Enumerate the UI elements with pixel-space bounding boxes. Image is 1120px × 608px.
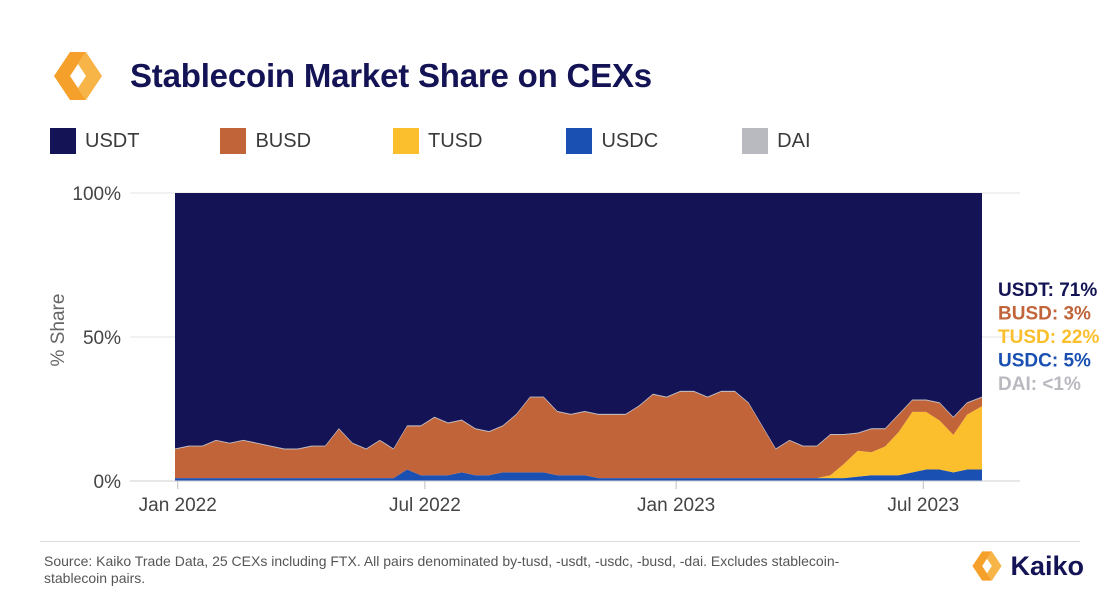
legend-item-tusd: TUSD [393,128,482,154]
y-tick-label: 50% [83,328,121,349]
area-series [175,193,982,481]
legend-swatch-tusd [393,128,420,154]
y-axis: 0% 50% 100% [72,184,121,493]
x-tick-label: Jul 2023 [887,495,959,516]
stacked-area-chart: 0% 50% 100% Jan 2022 Jul 2022 Jan 2023 Jul 20… [48,184,1099,516]
x-tick-label: Jan 2023 [637,495,715,516]
legend-label-usdc: USDC [601,129,659,152]
legend-label-tusd: TUSD [428,129,483,152]
end-annotations: USDT: 71% BUSD: 3%TUSD: 22% USDC: 5%DAI: <… [998,280,1099,395]
y-tick-label: 0% [94,472,122,493]
legend-swatch-busd [220,128,247,154]
x-axis: Jan 2022 Jul 2022 Jan 2023 Jul 2023 [130,480,1020,516]
annotation-label: USDC: 5% [998,351,1091,372]
area-busd [175,391,982,479]
legend-label-dai: DAI [777,129,811,152]
y-tick-label: 100% [72,184,121,205]
kaiko-logo-icon [972,551,1003,581]
legend-item-usdt: USDT [50,128,139,154]
annotation-label: DAI: <1% [998,374,1081,395]
legend-swatch-usdt [50,128,76,154]
x-tick-label: Jan 2022 [139,495,217,516]
chart-title: Stablecoin Market Share on CEXs [130,57,652,94]
legend-item-dai: DAI [742,128,811,154]
brand-name: Kaiko [1010,550,1084,581]
annotation-label: TUSD: 22% [998,327,1099,348]
annotation-label: USDT: 71% [998,280,1097,301]
kaiko-logo-icon [54,52,102,100]
footer-divider [40,541,1080,542]
area-tusd [175,406,982,479]
y-axis-title: % Share [48,294,69,367]
brand: Kaiko [970,549,1084,583]
legend: USDT BUSD TUSD USDC DAI [50,128,855,154]
x-tick-label: Jul 2022 [389,495,461,516]
legend-label-busd: BUSD [255,129,312,152]
legend-item-usdc: USDC [566,128,658,154]
annotation-label: BUSD: 3% [998,304,1091,325]
legend-label-usdt: USDT [85,129,140,152]
legend-item-busd: BUSD [220,128,311,154]
area-usdt [175,193,982,449]
source-note: Source: Kaiko Trade Data, 25 CEXs includ… [44,553,840,586]
header: Stablecoin Market Share on CEXs [50,48,652,104]
legend-swatch-usdc [566,128,593,154]
legend-swatch-dai [742,128,769,154]
